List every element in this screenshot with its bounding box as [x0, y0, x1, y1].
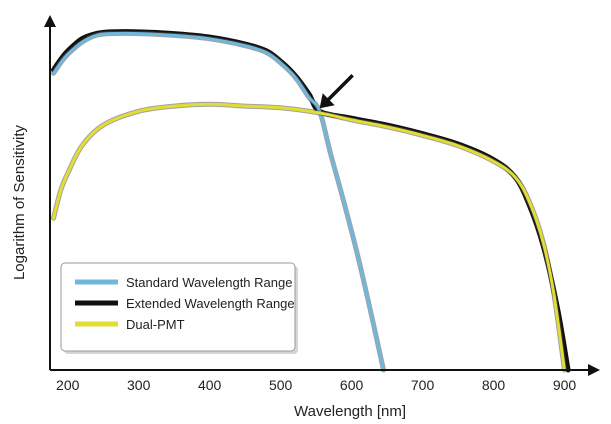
x-axis-title: Wavelength [nm] — [294, 403, 406, 420]
x-tick-label: 700 — [411, 377, 435, 393]
legend-box — [60, 262, 296, 352]
x-tick-label: 300 — [127, 377, 151, 393]
annotation-arrow-shaft — [326, 74, 354, 102]
x-axis-arrowhead — [588, 364, 600, 376]
x-tick-labels: 200 300 400 500 600 700 800 900 — [56, 377, 576, 393]
x-tick-label: 500 — [269, 377, 293, 393]
legend-label: Dual-PMT — [126, 317, 185, 332]
series-line-dual-pmt — [52, 102, 566, 372]
annotation-arrow-head — [319, 93, 335, 109]
x-tick-label: 800 — [482, 377, 506, 393]
annotation-arrow — [319, 74, 354, 109]
y-axis-title: Logarithm of Sensitivity — [11, 124, 28, 280]
x-tick-label: 900 — [553, 377, 577, 393]
legend-items: Standard Wavelength Range Extended Wavele… — [75, 275, 295, 332]
legend: Standard Wavelength Range Extended Wavele… — [60, 262, 298, 354]
x-tick-label: 200 — [56, 377, 80, 393]
x-tick-label: 600 — [340, 377, 364, 393]
y-axis-arrowhead — [44, 15, 56, 27]
series-layer — [51, 29, 571, 373]
legend-label: Standard Wavelength Range — [126, 275, 292, 290]
legend-label: Extended Wavelength Range — [126, 296, 295, 311]
series-line-standard-wavelength-range — [52, 31, 385, 372]
x-tick-label: 400 — [198, 377, 222, 393]
